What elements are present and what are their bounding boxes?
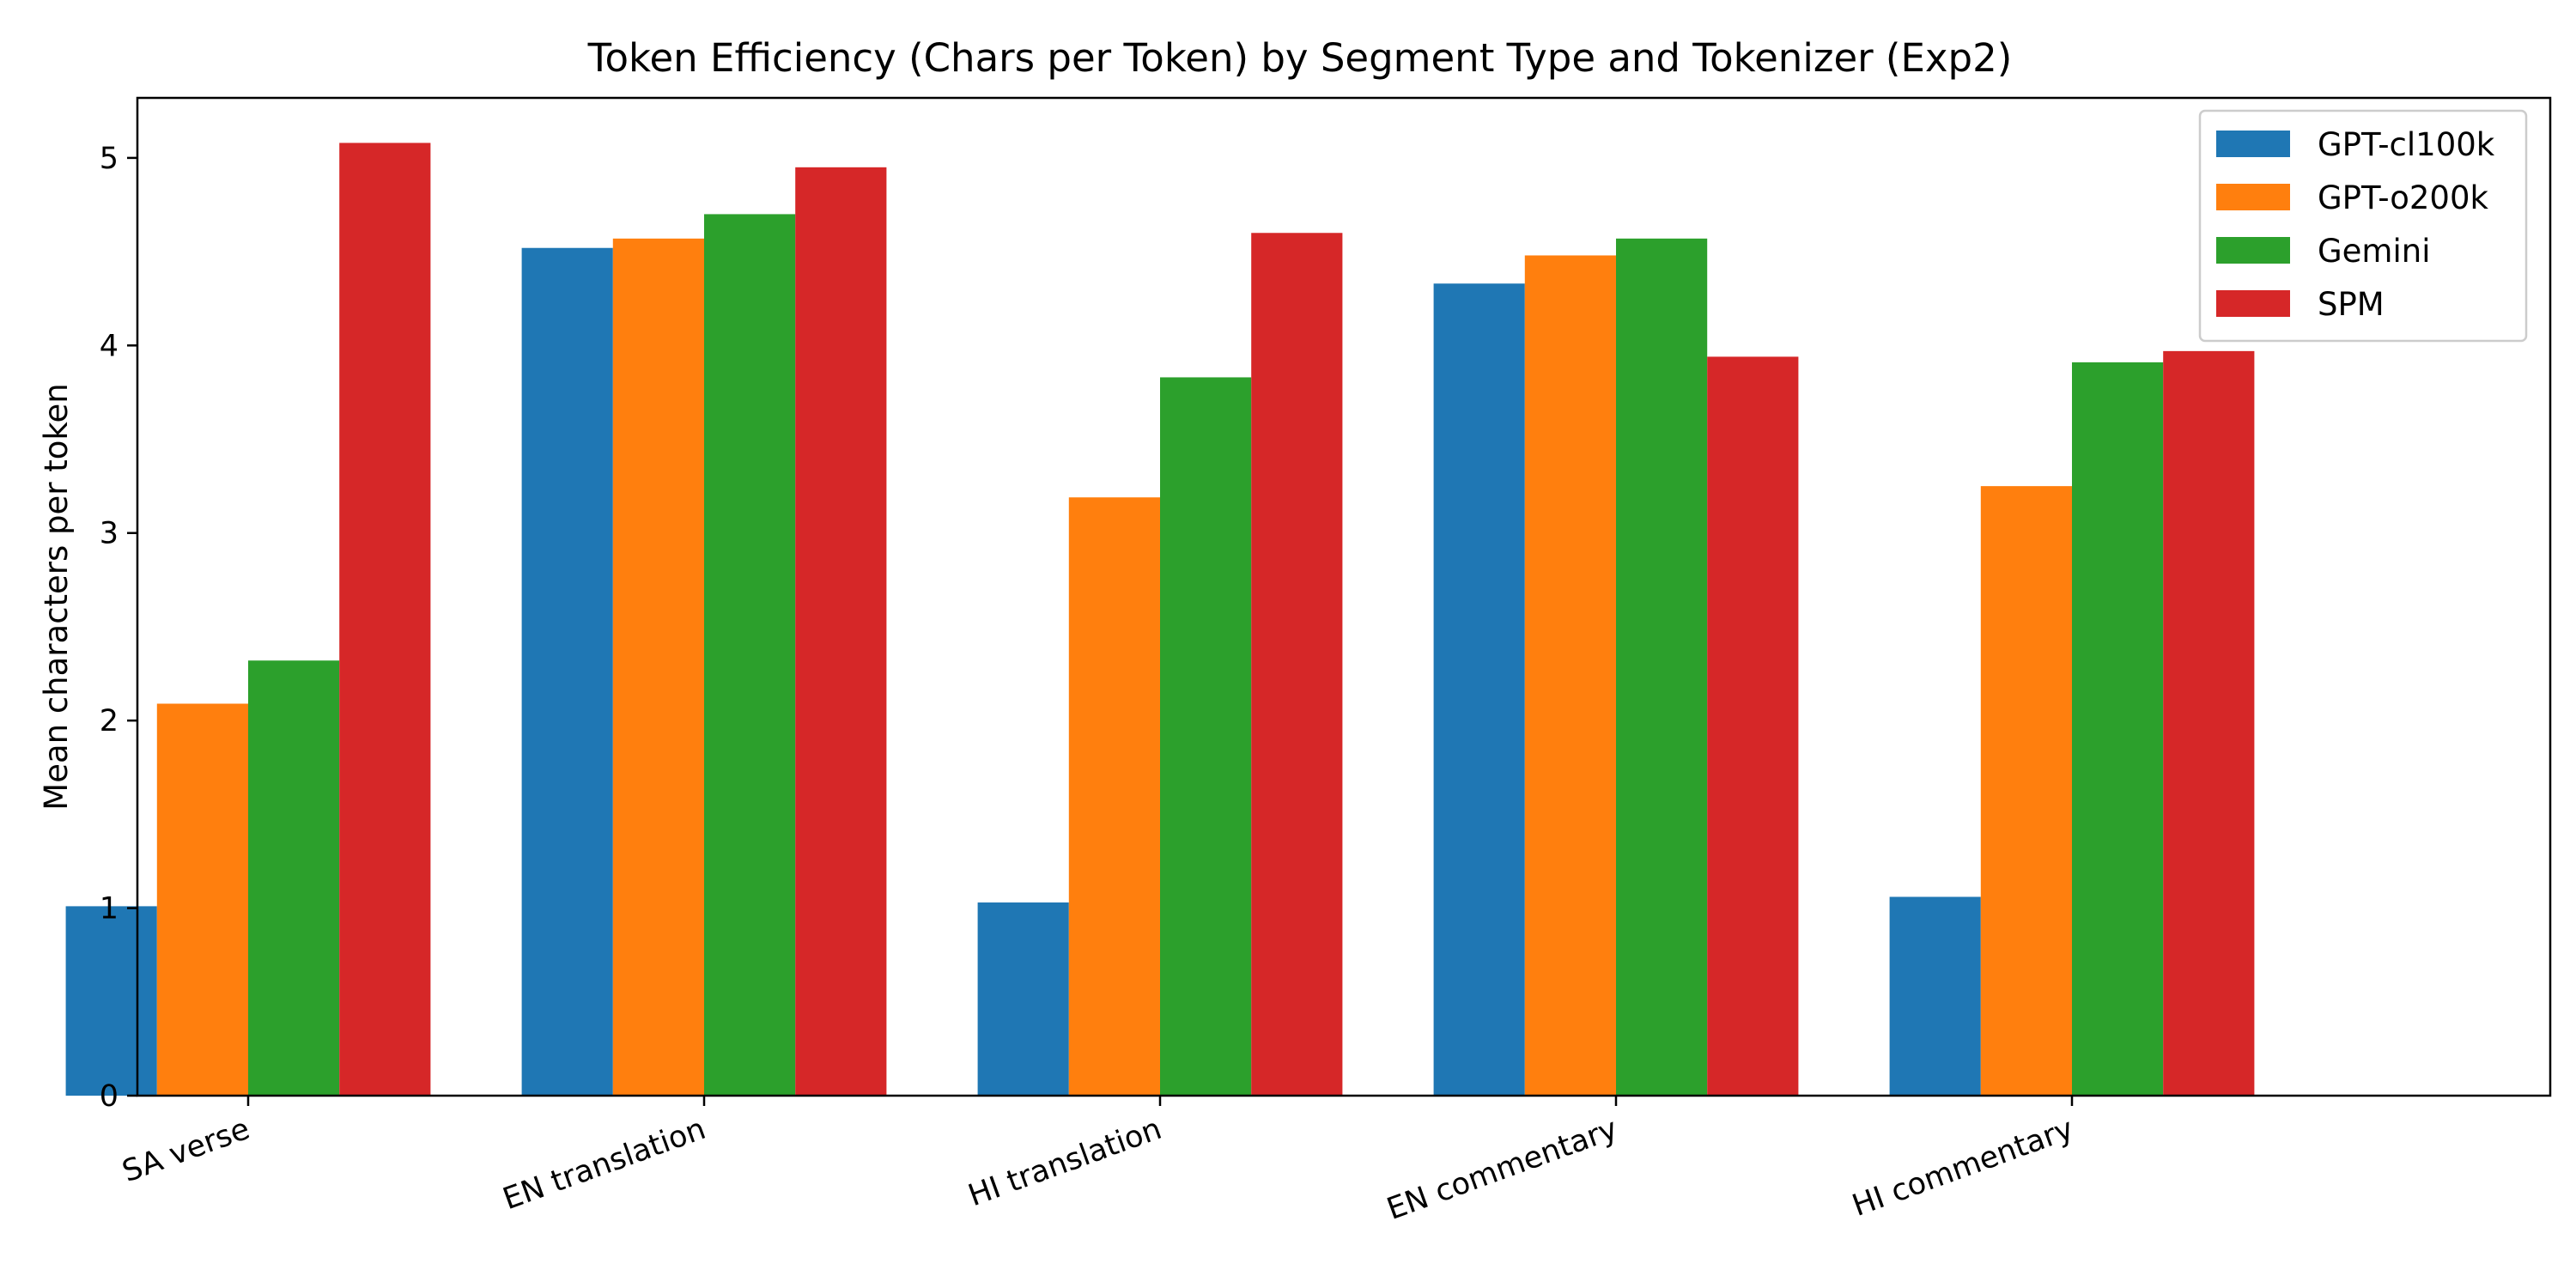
bar-gpt-o200k-sa-verse [156, 703, 248, 1096]
bar-gpt-o200k-en-commentary [1524, 255, 1616, 1097]
bar-spm-en-translation [795, 167, 887, 1096]
x-tick-label: HI commentary [1848, 1112, 2078, 1224]
x-tick-label: SA verse [118, 1112, 254, 1189]
bar-gpt-cl100k-hi-translation [977, 902, 1069, 1096]
y-axis-ticks: 0 1 2 3 4 5 [100, 142, 137, 1114]
bar-spm-en-commentary [1707, 356, 1799, 1096]
legend-label: SPM [2318, 286, 2385, 323]
y-tick-label: 0 [100, 1079, 118, 1114]
bar-gpt-cl100k-en-translation [521, 247, 613, 1096]
bar-gpt-cl100k-hi-commentary [1889, 896, 1981, 1096]
x-axis-ticks: SA verse EN translation HI translation EN c… [118, 1096, 2078, 1227]
legend-label: Gemini [2318, 233, 2431, 270]
legend-swatch [2216, 184, 2290, 210]
plot-area-frame [136, 96, 2552, 1097]
legend-swatch [2216, 131, 2290, 157]
chart-title: Token Efficiency (Chars per Token) by Se… [587, 35, 2013, 81]
bar-spm-sa-verse [339, 143, 431, 1096]
bar-gpt-o200k-en-translation [612, 238, 704, 1096]
y-tick-label: 4 [100, 329, 118, 363]
legend-swatch [2216, 237, 2290, 264]
bar-gpt-o200k-hi-translation [1068, 497, 1160, 1096]
legend-label: GPT-cl100k [2318, 126, 2495, 163]
y-tick-label: 5 [100, 142, 118, 176]
bar-gemini-hi-translation [1160, 377, 1252, 1096]
y-axis-label: Mean characters per token [38, 383, 75, 810]
x-tick-label: HI translation [964, 1112, 1166, 1213]
legend: GPT-cl100k GPT-o200k Gemini SPM [2198, 109, 2528, 343]
bar-gpt-cl100k-sa-verse [65, 906, 157, 1096]
y-tick-label: 3 [100, 517, 118, 551]
legend-label: GPT-o200k [2318, 179, 2488, 216]
legend-swatch [2216, 290, 2290, 317]
bar-spm-hi-translation [1251, 233, 1343, 1096]
x-tick-label: EN translation [499, 1112, 710, 1217]
x-tick-label: EN commentary [1382, 1112, 1622, 1227]
y-tick-label: 1 [100, 892, 118, 927]
bar-gemini-hi-commentary [2072, 361, 2164, 1097]
bar-gemini-sa-verse [248, 660, 340, 1096]
bars-group [65, 143, 2255, 1097]
bar-gemini-en-commentary [1616, 238, 1708, 1096]
y-tick-label: 2 [100, 704, 118, 738]
bar-gemini-en-translation [704, 214, 796, 1096]
bar-gpt-cl100k-en-commentary [1433, 283, 1525, 1096]
bar-gpt-o200k-hi-commentary [1980, 486, 2072, 1096]
legend-box [2198, 109, 2528, 343]
bar-spm-hi-commentary [2163, 350, 2255, 1096]
